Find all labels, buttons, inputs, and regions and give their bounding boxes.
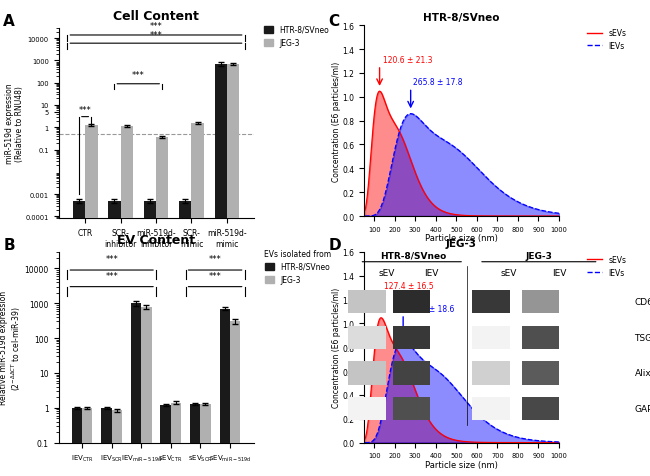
Bar xyxy=(171,403,181,476)
Bar xyxy=(82,408,92,476)
Bar xyxy=(108,201,120,476)
X-axis label: Particle size (nm): Particle size (nm) xyxy=(425,234,498,243)
Text: 229.8 ± 18.6: 229.8 ± 18.6 xyxy=(405,304,454,313)
Bar xyxy=(348,290,385,314)
Bar xyxy=(214,65,227,476)
Y-axis label: Concentration (E6 particles/ml): Concentration (E6 particles/ml) xyxy=(332,288,341,407)
Bar xyxy=(161,405,171,476)
Bar xyxy=(473,397,510,420)
Bar xyxy=(144,201,156,476)
Title: JEG-3: JEG-3 xyxy=(446,239,477,249)
Bar xyxy=(393,326,430,349)
Text: HTR-8/SVneo: HTR-8/SVneo xyxy=(380,251,447,260)
Bar xyxy=(348,397,385,420)
Text: D: D xyxy=(328,238,341,253)
Bar xyxy=(120,127,133,476)
Bar xyxy=(473,362,510,385)
Y-axis label: Relative miR-519d expression
(2$^{-\Delta\Delta CT}$ to cel-miR-39): Relative miR-519d expression (2$^{-\Delt… xyxy=(0,290,23,405)
Text: sEV: sEV xyxy=(500,268,517,277)
Bar xyxy=(112,410,122,476)
Legend: sEVs, lEVs: sEVs, lEVs xyxy=(584,26,629,54)
Bar xyxy=(85,126,98,476)
Title: Cell Content: Cell Content xyxy=(113,10,199,23)
Text: lEV: lEV xyxy=(552,268,567,277)
Text: ***: *** xyxy=(150,22,162,31)
Text: 120.6 ± 21.3: 120.6 ± 21.3 xyxy=(383,56,432,65)
Legend: HTR-8/SVneo, JEG-3: HTR-8/SVneo, JEG-3 xyxy=(261,247,335,287)
Text: lEV: lEV xyxy=(424,268,438,277)
Text: A: A xyxy=(3,14,15,29)
Bar xyxy=(190,404,200,476)
Bar xyxy=(393,290,430,314)
Bar xyxy=(156,137,168,476)
Bar xyxy=(131,304,141,476)
Text: ***: *** xyxy=(209,271,222,280)
Bar xyxy=(192,123,204,476)
Y-axis label: miR-519d expression
(Relative to RNU48): miR-519d expression (Relative to RNU48) xyxy=(5,83,24,164)
Text: TSG101: TSG101 xyxy=(634,333,650,342)
Bar xyxy=(141,307,151,476)
Title: EV Content: EV Content xyxy=(117,234,195,247)
Text: C: C xyxy=(328,14,339,29)
Text: CD63: CD63 xyxy=(634,298,650,307)
X-axis label: Particle size (nm): Particle size (nm) xyxy=(425,460,498,469)
Text: ***: *** xyxy=(132,71,145,80)
Text: ***: *** xyxy=(105,254,118,263)
Bar xyxy=(72,408,82,476)
Bar xyxy=(393,362,430,385)
Bar xyxy=(473,326,510,349)
Bar xyxy=(230,322,240,476)
Text: ***: *** xyxy=(105,271,118,280)
Bar xyxy=(348,326,385,349)
Text: ***: *** xyxy=(79,106,92,115)
Bar xyxy=(73,201,85,476)
Text: 127.4 ± 16.5: 127.4 ± 16.5 xyxy=(384,282,434,291)
Text: Alix: Alix xyxy=(634,369,650,377)
Text: JEG-3: JEG-3 xyxy=(525,251,552,260)
Bar xyxy=(522,362,559,385)
Text: ***: *** xyxy=(209,254,222,263)
Bar xyxy=(393,397,430,420)
Title: HTR-8/SVneo: HTR-8/SVneo xyxy=(423,13,500,23)
Y-axis label: Concentration (E6 particles/ml): Concentration (E6 particles/ml) xyxy=(332,61,341,181)
Bar xyxy=(101,408,112,476)
Bar xyxy=(473,290,510,314)
Bar xyxy=(179,201,192,476)
Legend: HTR-8/SVneo, JEG-3: HTR-8/SVneo, JEG-3 xyxy=(261,23,332,51)
Legend: sEVs, lEVs: sEVs, lEVs xyxy=(584,252,629,280)
Bar xyxy=(522,397,559,420)
Bar xyxy=(220,309,230,476)
Bar xyxy=(348,362,385,385)
Bar xyxy=(227,65,239,476)
Text: ***: *** xyxy=(150,30,162,40)
Bar xyxy=(522,326,559,349)
Bar xyxy=(522,290,559,314)
Text: GAPDH: GAPDH xyxy=(634,404,650,413)
Text: sEV: sEV xyxy=(378,268,395,277)
Text: 265.8 ± 17.8: 265.8 ± 17.8 xyxy=(413,78,462,87)
Bar xyxy=(200,404,211,476)
Text: B: B xyxy=(3,238,15,253)
